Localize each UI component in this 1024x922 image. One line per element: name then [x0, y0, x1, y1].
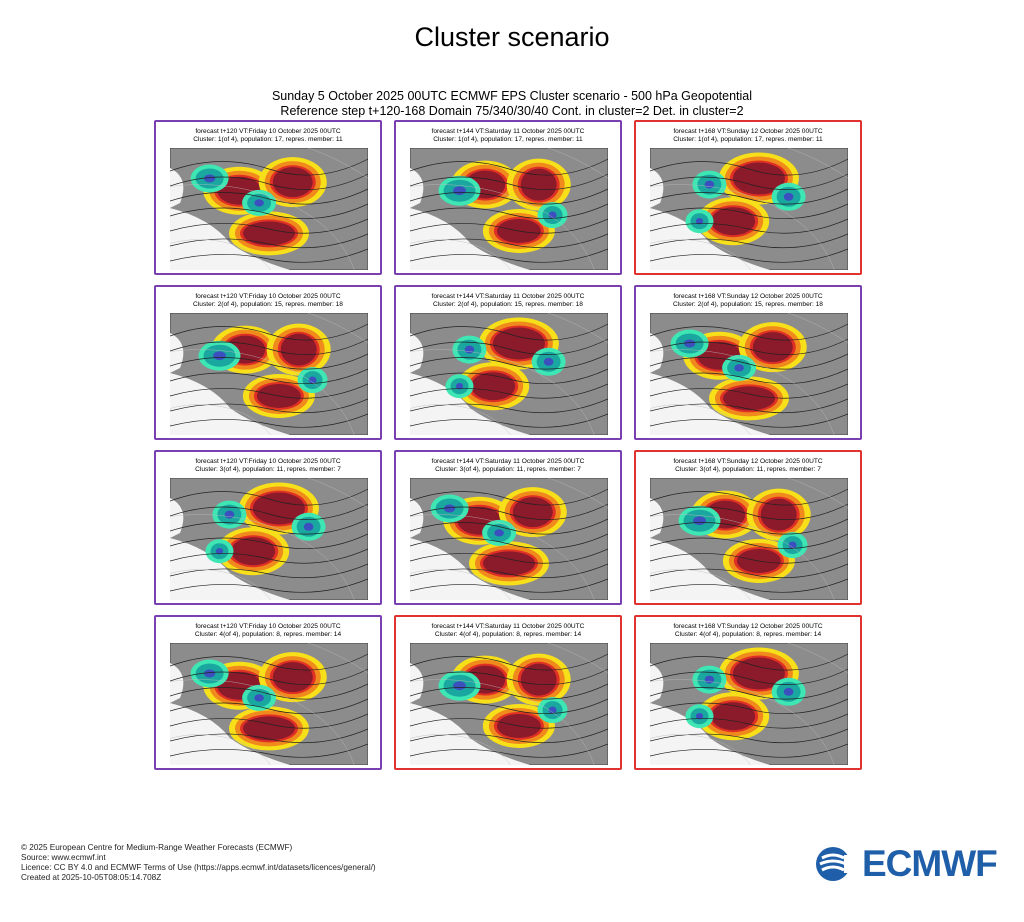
panel-forecast-label: forecast t+144 VT:Saturday 11 October 20… [431, 458, 585, 465]
panel-forecast-label: forecast t+144 VT:Saturday 11 October 20… [431, 293, 585, 300]
geopotential-map [170, 313, 368, 435]
panel-forecast-label: forecast t+168 VT:Sunday 12 October 2025… [673, 623, 823, 630]
panel-forecast-label: forecast t+168 VT:Sunday 12 October 2025… [673, 128, 823, 135]
cluster-panel: forecast t+168 VT:Sunday 12 October 2025… [634, 120, 862, 275]
geopotential-map [650, 643, 848, 765]
panel-cluster-label: Cluster: 4(of 4), population: 8, repres.… [434, 631, 582, 638]
cluster-panel: forecast t+144 VT:Saturday 11 October 20… [394, 285, 622, 440]
panel-cluster-label: Cluster: 1(of 4), population: 17, repres… [433, 136, 583, 143]
subtitle-line-2: Reference step t+120-168 Domain 75/340/3… [280, 104, 744, 118]
panel-forecast-label: forecast t+144 VT:Saturday 11 October 20… [431, 128, 585, 135]
panel-forecast-label: forecast t+168 VT:Sunday 12 October 2025… [673, 293, 823, 300]
panel-forecast-label: forecast t+120 VT:Friday 10 October 2025… [195, 293, 341, 300]
cluster-panel: forecast t+120 VT:Friday 10 October 2025… [154, 120, 382, 275]
footer: © 2025 European Centre for Medium-Range … [21, 843, 376, 883]
panel-forecast-label: forecast t+120 VT:Friday 10 October 2025… [195, 623, 341, 630]
panel-forecast-label: forecast t+144 VT:Saturday 11 October 20… [431, 623, 585, 630]
panel-cluster-label: Cluster: 2(of 4), population: 15, repres… [673, 301, 823, 308]
panel-forecast-label: forecast t+168 VT:Sunday 12 October 2025… [673, 458, 823, 465]
footer-copyright: © 2025 European Centre for Medium-Range … [21, 843, 293, 852]
cluster-panel: forecast t+168 VT:Sunday 12 October 2025… [634, 450, 862, 605]
cluster-panel: forecast t+168 VT:Sunday 12 October 2025… [634, 615, 862, 770]
subtitle-line-1: Sunday 5 October 2025 00UTC ECMWF EPS Cl… [271, 89, 753, 103]
geopotential-map [170, 643, 368, 765]
geopotential-map [170, 148, 368, 270]
panel-cluster-label: Cluster: 4(of 4), population: 8, repres.… [194, 631, 342, 638]
panel-cluster-label: Cluster: 4(of 4), population: 8, repres.… [674, 631, 822, 638]
geopotential-map [650, 313, 848, 435]
geopotential-map [410, 148, 608, 270]
panel-cluster-label: Cluster: 1(of 4), population: 17, repres… [673, 136, 823, 143]
ecmwf-logo-icon [816, 847, 858, 881]
geopotential-map [650, 148, 848, 270]
cluster-panel: forecast t+144 VT:Saturday 11 October 20… [394, 120, 622, 275]
ecmwf-wordmark: ECMWF [862, 843, 998, 884]
cluster-panel: forecast t+144 VT:Saturday 11 October 20… [394, 450, 622, 605]
ecmwf-logo: ECMWF [814, 843, 1006, 884]
cluster-panel: forecast t+168 VT:Sunday 12 October 2025… [634, 285, 862, 440]
geopotential-map [650, 478, 848, 600]
footer-licence: Licence: CC BY 4.0 and ECMWF Terms of Us… [21, 863, 376, 872]
cluster-panel: forecast t+120 VT:Friday 10 October 2025… [154, 450, 382, 605]
cluster-panel: forecast t+144 VT:Saturday 11 October 20… [394, 615, 622, 770]
panel-cluster-label: Cluster: 3(of 4), population: 11, repres… [675, 466, 821, 473]
geopotential-map [170, 478, 368, 600]
geopotential-map [410, 478, 608, 600]
geopotential-map [410, 313, 608, 435]
geopotential-map [410, 643, 608, 765]
footer-source: Source: www.ecmwf.int [21, 853, 106, 862]
panel-cluster-label: Cluster: 3(of 4), population: 11, repres… [195, 466, 341, 473]
page-title: Cluster scenario [414, 22, 610, 52]
panel-forecast-label: forecast t+120 VT:Friday 10 October 2025… [195, 458, 341, 465]
footer-created: Created at 2025-10-05T08:05:14.708Z [21, 873, 162, 882]
panel-cluster-label: Cluster: 1(of 4), population: 17, repres… [193, 136, 343, 143]
panel-forecast-label: forecast t+120 VT:Friday 10 October 2025… [195, 128, 341, 135]
cluster-panel: forecast t+120 VT:Friday 10 October 2025… [154, 615, 382, 770]
panel-cluster-label: Cluster: 2(of 4), population: 15, repres… [433, 301, 583, 308]
cluster-panel: forecast t+120 VT:Friday 10 October 2025… [154, 285, 382, 440]
panel-cluster-label: Cluster: 2(of 4), population: 15, repres… [193, 301, 343, 308]
panel-cluster-label: Cluster: 3(of 4), population: 11, repres… [435, 466, 581, 473]
